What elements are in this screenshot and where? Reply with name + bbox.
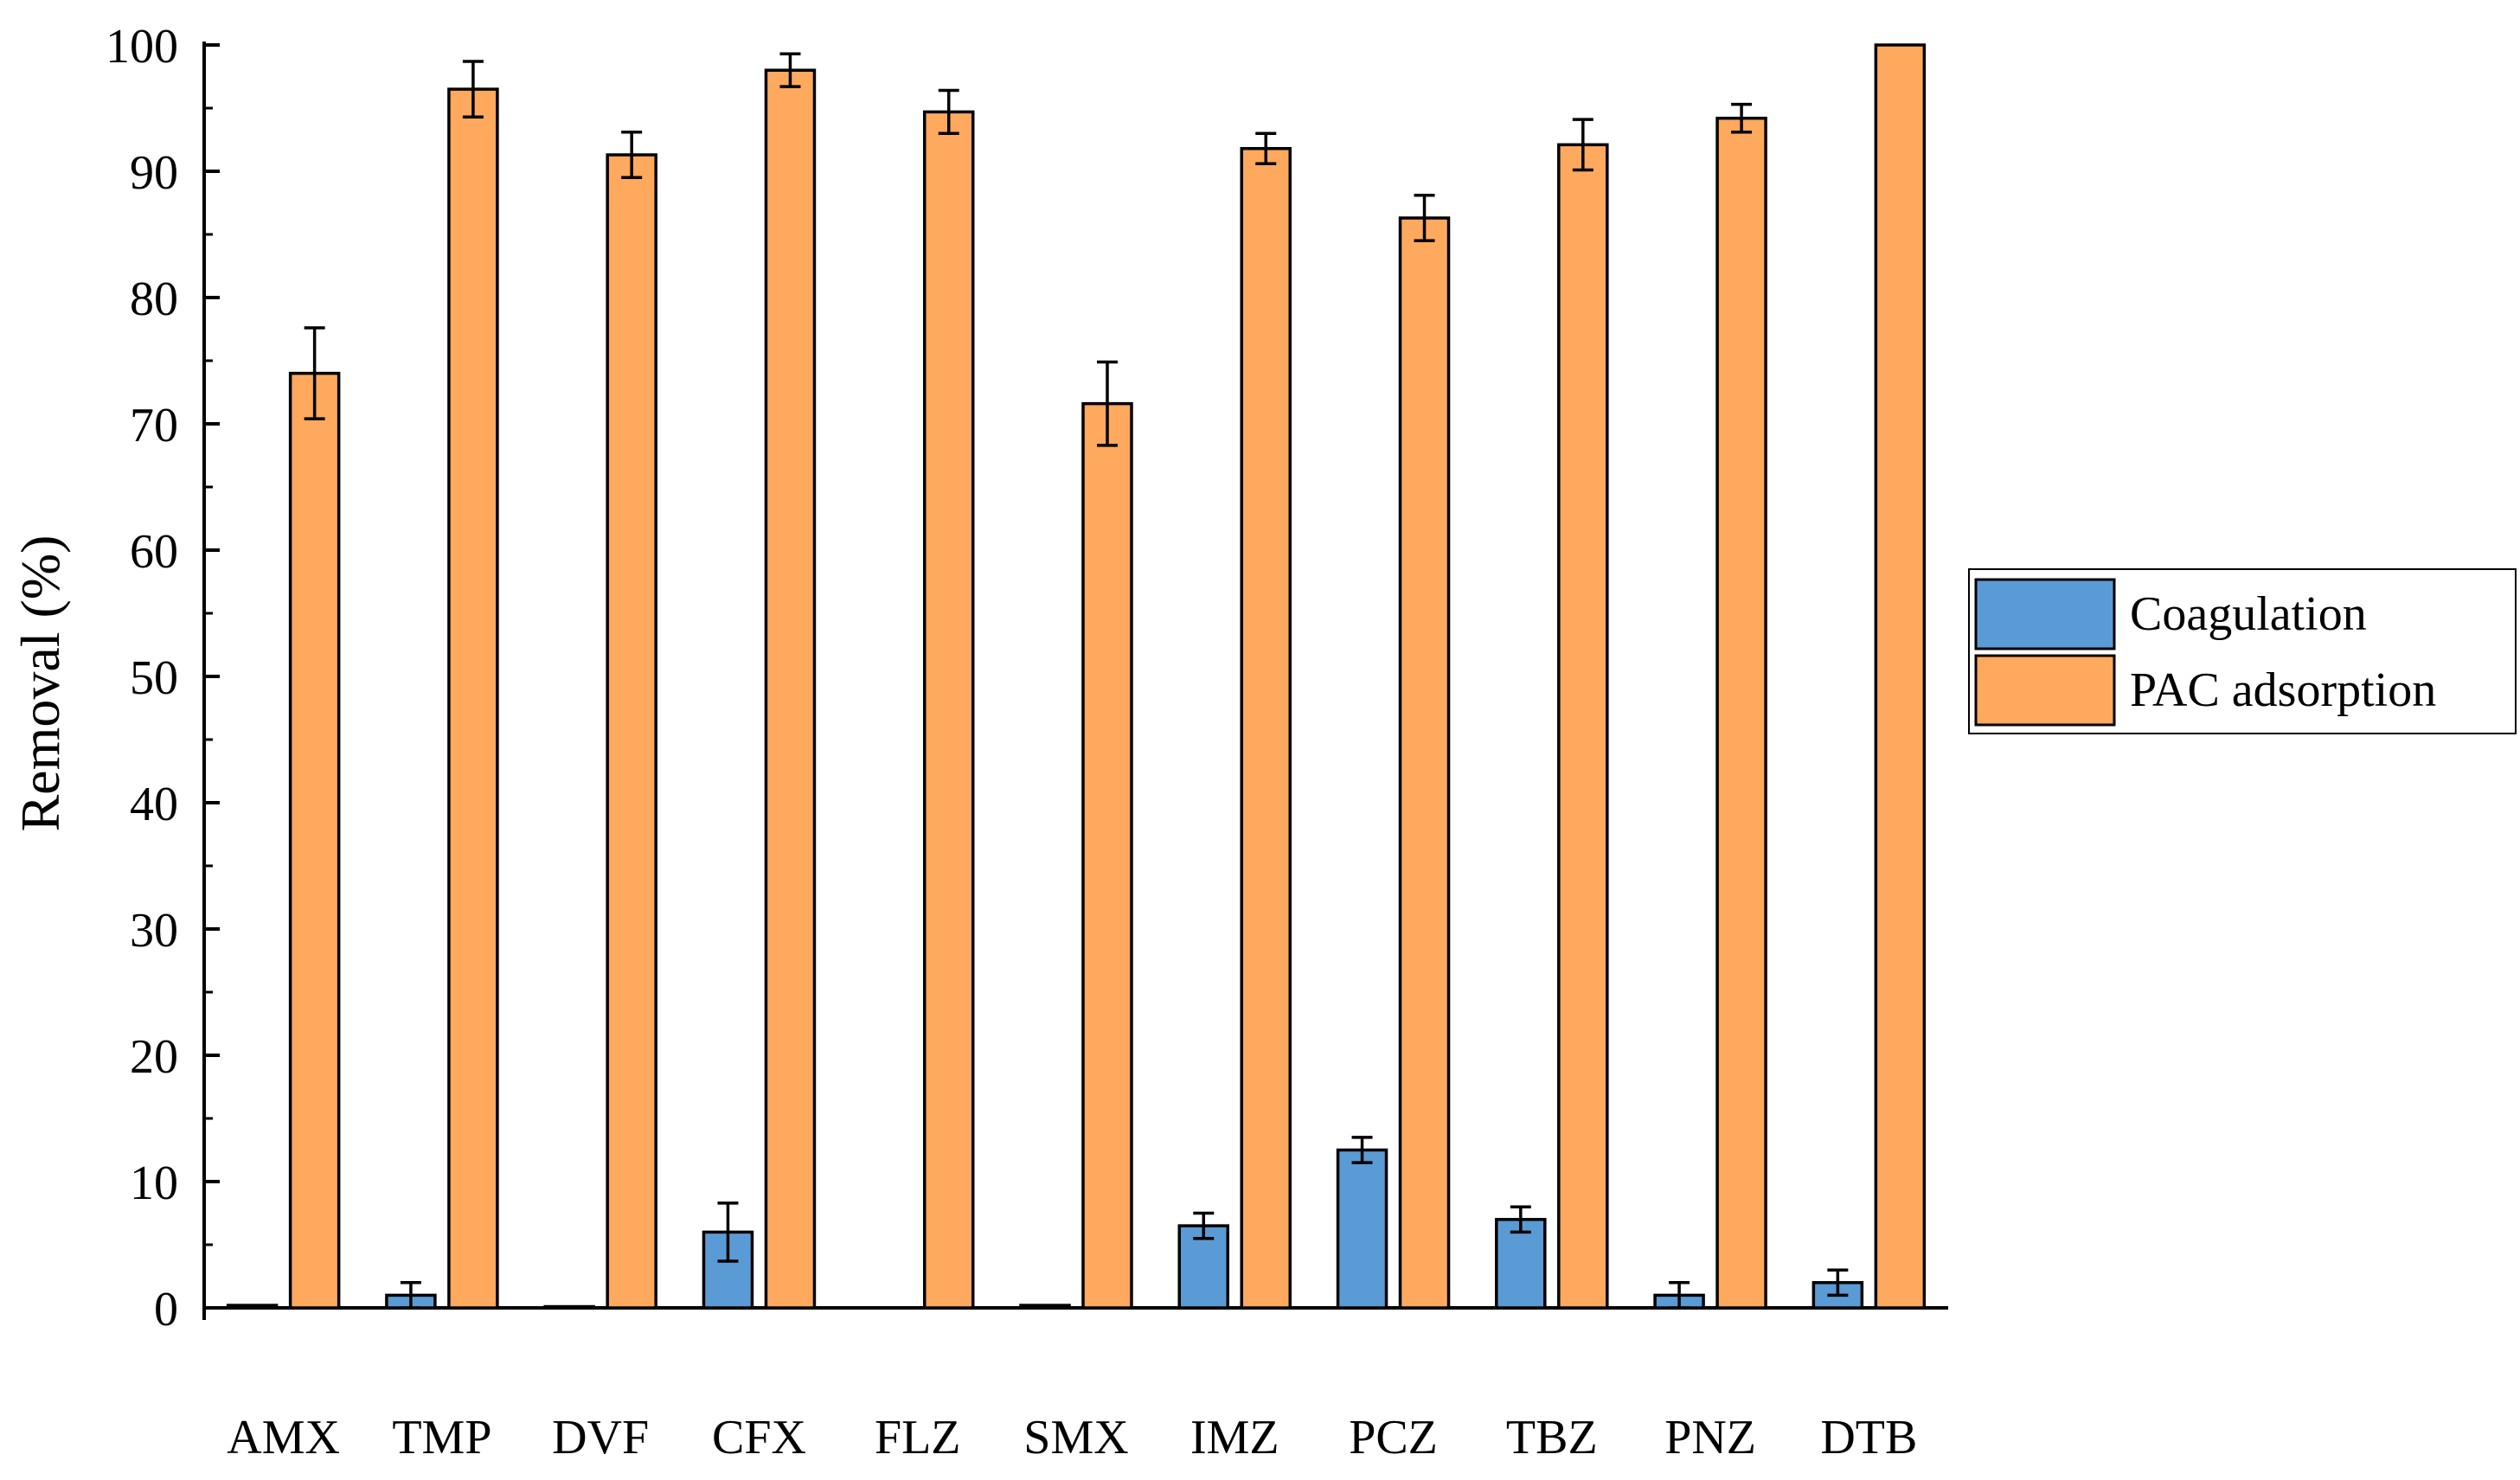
x-tick-label: CFX — [712, 1411, 806, 1464]
bar — [1557, 143, 1609, 1310]
y-tick-label: 70 — [130, 399, 178, 452]
y-tick-label: 100 — [106, 20, 178, 74]
y-tick-label: 50 — [130, 651, 178, 705]
x-tick-label: PNZ — [1664, 1411, 1756, 1464]
y-tick-label: 0 — [154, 1283, 178, 1336]
bar — [922, 110, 975, 1310]
legend-label: PAC adsorption — [2130, 663, 2436, 717]
bar — [1495, 1218, 1547, 1310]
bar — [1019, 1304, 1071, 1310]
y-tick-label: 80 — [130, 272, 178, 326]
bar — [764, 68, 817, 1310]
bar — [288, 371, 341, 1310]
x-tick-label: TBZ — [1506, 1411, 1598, 1464]
y-tick-label: 10 — [130, 1156, 178, 1210]
legend-swatch — [1974, 654, 2116, 727]
y-axis-label: Removal (%) — [10, 535, 71, 832]
x-tick-label: DTB — [1820, 1411, 1917, 1464]
bar — [606, 153, 657, 1310]
bar — [1874, 43, 1927, 1310]
bar — [226, 1304, 279, 1310]
bar — [1336, 1148, 1388, 1310]
y-tick-label: 40 — [130, 778, 178, 831]
bar — [1398, 216, 1451, 1310]
y-tick-label: 30 — [130, 904, 178, 958]
x-tick-label: FLZ — [875, 1411, 961, 1464]
bars — [226, 43, 1927, 1310]
bar — [1081, 401, 1133, 1310]
y-tick-label: 60 — [130, 525, 178, 579]
y-tick-label: 90 — [130, 146, 178, 200]
x-tick-label: IMZ — [1190, 1411, 1279, 1464]
x-tick-label: TMP — [392, 1411, 491, 1464]
bar — [1240, 146, 1292, 1310]
bar — [447, 87, 499, 1310]
error-bars — [304, 52, 1849, 1310]
x-tick-label: DVF — [552, 1411, 649, 1464]
x-tick-label: PCZ — [1349, 1411, 1438, 1464]
x-tick-label: AMX — [227, 1411, 340, 1464]
bar — [543, 1304, 595, 1310]
axes: 0 10 20 30 40 50 60 70 80 90 100 AMX TMP DVF CFX FLZ SMX… — [106, 20, 1948, 1464]
legend: Coagulation PAC adsorption — [1968, 568, 2517, 734]
legend-swatch — [1974, 578, 2116, 650]
legend-label: Coagulation — [2130, 587, 2367, 641]
y-tick-label: 20 — [130, 1030, 178, 1084]
x-tick-label: SMX — [1023, 1411, 1128, 1464]
bar — [1715, 116, 1767, 1310]
